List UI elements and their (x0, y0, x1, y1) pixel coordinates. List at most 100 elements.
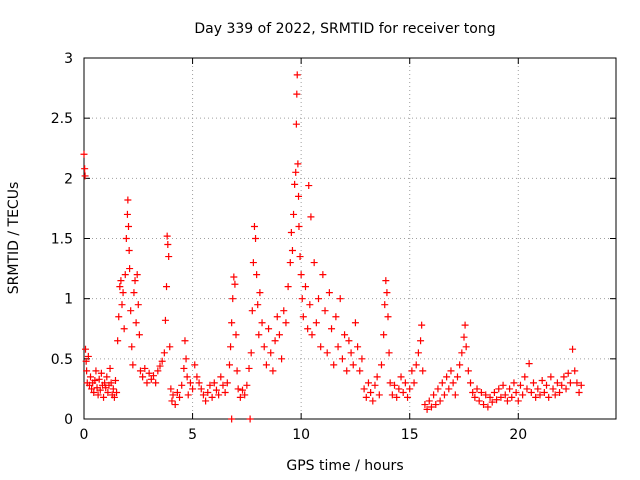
data-point (423, 405, 431, 413)
data-point (404, 393, 412, 401)
data-point (414, 349, 422, 357)
data-point (453, 373, 461, 381)
data-point (393, 393, 401, 401)
data-point (482, 391, 490, 399)
data-point (232, 331, 240, 339)
data-point (191, 361, 199, 369)
data-point (96, 386, 104, 394)
data-point (564, 369, 572, 377)
data-point (111, 376, 119, 384)
data-point (116, 283, 124, 291)
data-point (410, 379, 418, 387)
data-point (427, 403, 435, 411)
data-point (527, 389, 535, 397)
data-point (304, 325, 312, 333)
data-point (118, 301, 126, 309)
y-axis-label: SRMTID / TECUs (6, 182, 22, 295)
data-point (193, 373, 201, 381)
data-point (168, 397, 176, 405)
data-point (354, 343, 362, 351)
data-point (247, 349, 255, 357)
data-point (215, 391, 223, 399)
data-point (558, 381, 566, 389)
data-point (293, 71, 301, 79)
data-point (307, 213, 315, 221)
data-point (418, 321, 426, 329)
data-point (560, 373, 568, 381)
data-point (384, 313, 392, 321)
data-point (129, 361, 137, 369)
data-point (139, 373, 147, 381)
data-point (301, 283, 309, 291)
data-point (275, 331, 283, 339)
data-point (486, 393, 494, 401)
data-point (256, 289, 264, 297)
data-point (173, 389, 181, 397)
data-point (399, 389, 407, 397)
y-tick-labels: 0 0.5 1 1.5 2 2.5 3 (51, 51, 73, 428)
data-point (154, 367, 162, 375)
data-point (305, 182, 313, 190)
data-point (521, 373, 529, 381)
data-point (130, 289, 138, 297)
data-point (295, 192, 303, 200)
data-point (525, 360, 533, 368)
data-point (227, 343, 235, 351)
data-point (107, 379, 115, 387)
data-point (97, 369, 105, 377)
data-point (245, 364, 253, 372)
data-point (145, 369, 153, 377)
data-point (248, 307, 256, 315)
data-point (296, 253, 304, 261)
data-point (82, 357, 90, 365)
data-point (490, 389, 498, 397)
y-tick-label: 0 (64, 412, 73, 428)
data-point (497, 393, 505, 401)
data-point (529, 379, 537, 387)
x-tick-labels: 0 5 10 15 20 (80, 427, 528, 443)
data-point (319, 271, 327, 279)
data-point (464, 367, 472, 375)
data-point (551, 391, 559, 399)
data-point (288, 247, 296, 255)
data-point (217, 373, 225, 381)
data-point (133, 271, 141, 279)
data-point (169, 391, 177, 399)
data-point (127, 307, 135, 315)
data-point (82, 345, 90, 353)
data-point (88, 385, 96, 393)
data-point (147, 375, 155, 383)
data-point (436, 397, 444, 405)
data-point (383, 289, 391, 297)
data-point (81, 172, 89, 180)
data-point (123, 210, 131, 218)
data-point (128, 343, 136, 351)
data-point (230, 273, 238, 281)
data-point (562, 385, 570, 393)
data-point (239, 386, 247, 394)
data-point (249, 259, 257, 267)
data-point (178, 381, 186, 389)
data-point (287, 228, 295, 236)
data-point (451, 391, 459, 399)
data-point (577, 381, 585, 389)
grid-lines (84, 58, 616, 419)
data-point (295, 222, 303, 230)
data-point (388, 391, 396, 399)
data-point (225, 361, 233, 369)
data-point (549, 385, 557, 393)
data-point (197, 385, 205, 393)
data-point (122, 235, 130, 242)
data-point (166, 343, 174, 351)
data-point (432, 401, 440, 409)
data-point (292, 168, 300, 176)
data-point (421, 401, 429, 409)
data-point (447, 367, 455, 375)
data-point (443, 373, 451, 381)
data-point (460, 333, 468, 341)
data-point (228, 415, 236, 423)
data-point (90, 389, 98, 397)
x-tick-label: 15 (401, 427, 419, 443)
data-point (104, 389, 112, 397)
data-point (328, 325, 336, 333)
